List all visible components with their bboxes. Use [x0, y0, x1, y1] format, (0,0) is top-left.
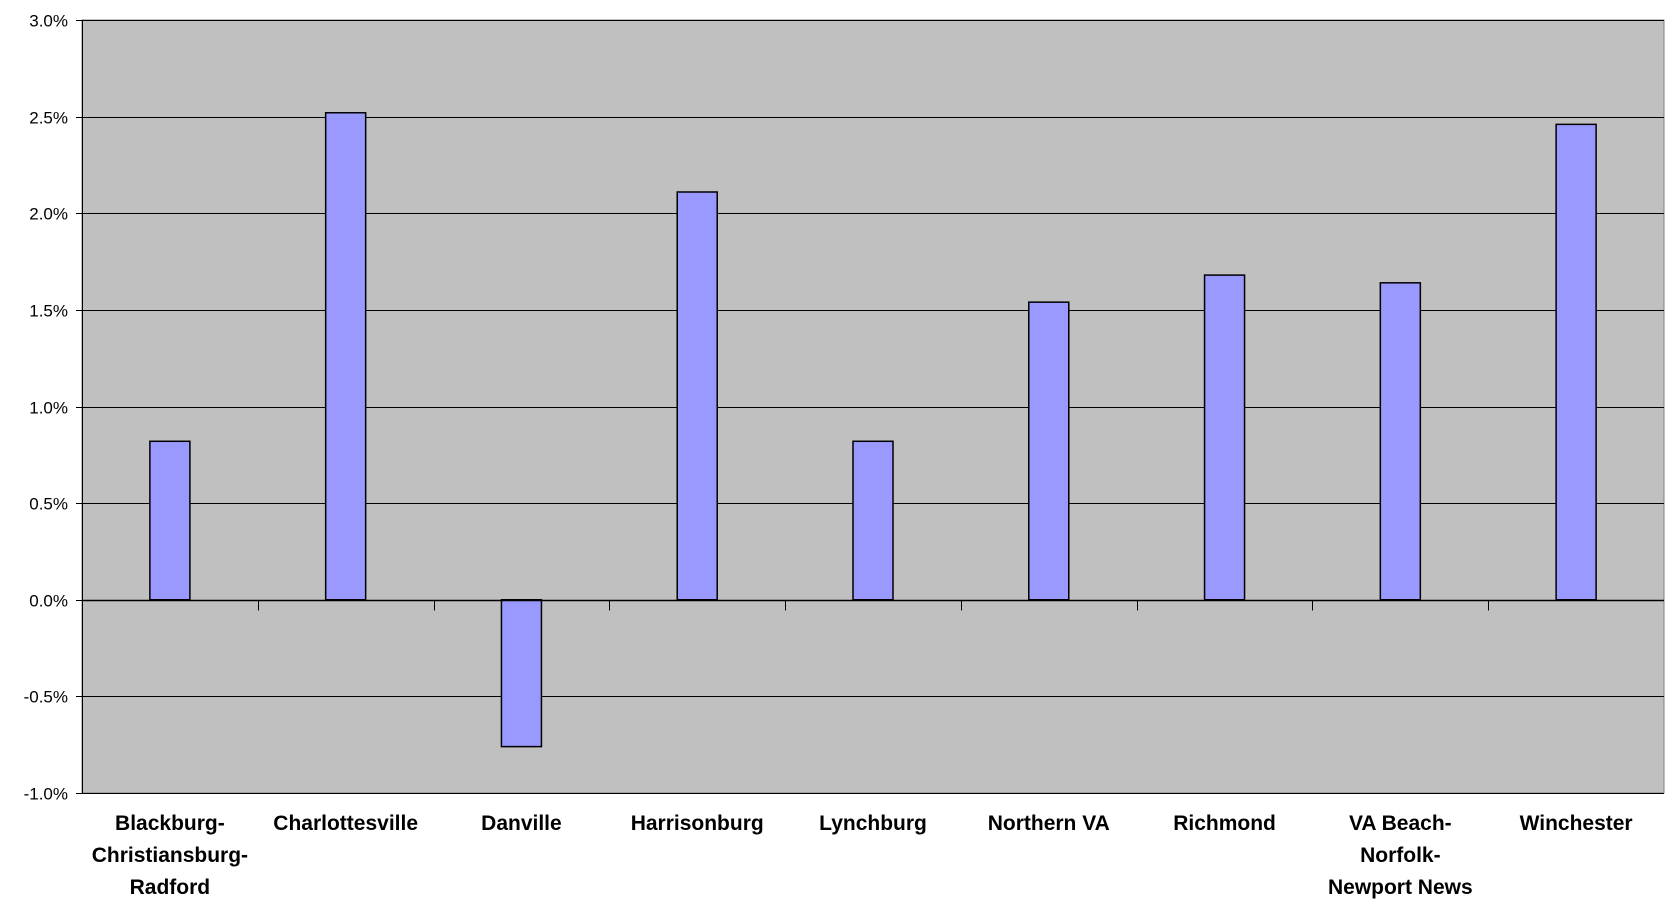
bar: [676, 191, 718, 601]
bar: [1028, 301, 1070, 601]
x-category-label: Blackburg-Christiansburg-Radford: [92, 812, 248, 899]
y-tick-label: -0.5%: [24, 688, 68, 707]
y-tick-label: 3.0%: [29, 12, 68, 31]
y-tick-label: 0.0%: [29, 592, 68, 611]
bar: [1379, 282, 1422, 601]
x-category-label: Lynchburg: [819, 812, 927, 835]
y-tick-label: 0.5%: [29, 495, 68, 514]
x-axis-category-labels: Blackburg-Christiansburg-Radford Charlott…: [92, 812, 1633, 899]
x-category-label: Danville: [481, 812, 562, 835]
bar: [1203, 274, 1246, 601]
bar: [852, 440, 894, 601]
x-category-label: Charlottesville: [273, 812, 418, 835]
y-tick-label: 2.0%: [29, 205, 68, 224]
bar: [1555, 123, 1597, 601]
bars: [149, 112, 1597, 748]
bar: [500, 599, 543, 748]
x-category-label: Harrisonburg: [631, 812, 764, 835]
y-tick-label: -1.0%: [24, 785, 68, 804]
y-axis-tick-labels: 3.0% 2.5% 2.0% 1.5% 1.0% 0.5% 0.0% -0.5% -1.0%: [24, 12, 68, 804]
y-tick-label: 1.0%: [29, 399, 68, 418]
x-axis-tick-marks: [258, 600, 1489, 611]
x-category-label: Winchester: [1520, 812, 1633, 835]
x-category-label: VA Beach-Norfolk-Newport News: [1328, 812, 1473, 899]
x-category-label: Richmond: [1173, 812, 1276, 835]
plot-area: [81, 19, 1665, 794]
y-tick-label: 2.5%: [29, 109, 68, 128]
bar: [149, 440, 191, 601]
x-category-label: Northern VA: [988, 812, 1110, 835]
y-tick-label: 1.5%: [29, 302, 68, 321]
bar: [324, 112, 367, 601]
